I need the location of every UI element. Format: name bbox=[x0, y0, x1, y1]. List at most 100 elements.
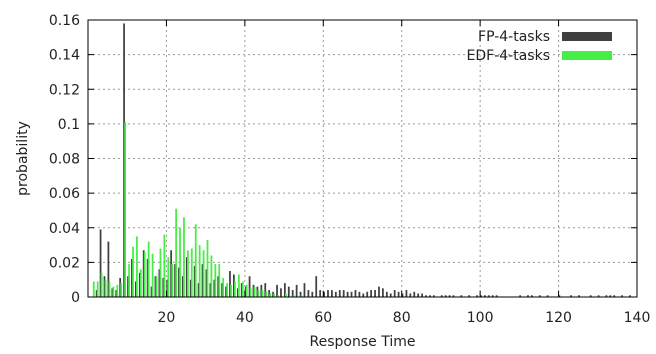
bar-fp bbox=[558, 295, 561, 297]
bar-fp bbox=[280, 288, 282, 297]
bar-fp bbox=[291, 290, 294, 297]
bar-edf bbox=[202, 250, 205, 297]
bar-edf bbox=[183, 217, 185, 297]
bar-fp bbox=[589, 295, 592, 297]
bar-edf bbox=[257, 290, 260, 297]
bar-fp bbox=[425, 295, 427, 297]
bar-fp bbox=[217, 276, 220, 297]
bar-edf bbox=[171, 264, 174, 297]
bar-fp bbox=[433, 295, 435, 297]
bar-fp bbox=[119, 277, 122, 297]
bar-edf bbox=[155, 276, 158, 297]
bar-fp bbox=[205, 269, 208, 297]
bar-fp bbox=[197, 283, 200, 297]
bar-edf bbox=[198, 245, 201, 297]
bar-fp bbox=[189, 279, 192, 297]
bar-edf bbox=[237, 274, 240, 297]
bar-fp bbox=[338, 290, 341, 297]
y-tick-label: 0.16 bbox=[49, 13, 80, 29]
bar-fp bbox=[295, 284, 298, 297]
bar-fp bbox=[123, 23, 125, 298]
bar-fp bbox=[146, 258, 149, 297]
bar-edf bbox=[265, 291, 268, 297]
bar-fp bbox=[162, 277, 165, 297]
legend-swatch-fp bbox=[562, 32, 612, 41]
bar-fp bbox=[268, 290, 271, 297]
bar-fp bbox=[405, 290, 408, 297]
bar-edf bbox=[253, 286, 256, 297]
bar-fp bbox=[138, 272, 141, 297]
bar-edf bbox=[96, 281, 99, 297]
bar-fp bbox=[546, 295, 549, 297]
bar-fp bbox=[354, 290, 357, 297]
bar-fp bbox=[154, 276, 157, 297]
bar-edf bbox=[222, 277, 225, 297]
x-tick-label: 60 bbox=[314, 310, 332, 326]
bar-edf bbox=[273, 293, 276, 297]
bar-edf bbox=[261, 290, 264, 297]
bar-edf bbox=[226, 283, 228, 297]
y-tick-label: 0.14 bbox=[49, 48, 80, 64]
bar-edf bbox=[179, 227, 181, 297]
bar-fp bbox=[182, 276, 184, 297]
bar-fp bbox=[229, 271, 231, 297]
bar-fp bbox=[444, 295, 447, 297]
bar-fp bbox=[248, 276, 251, 297]
bar-fp bbox=[103, 276, 106, 297]
bar-edf bbox=[214, 264, 217, 297]
bar-fp bbox=[358, 291, 361, 297]
axis-ticks bbox=[88, 19, 638, 298]
bar-fp bbox=[307, 290, 310, 297]
bar-fp bbox=[166, 279, 169, 297]
bar-edf bbox=[292, 295, 295, 297]
legend-label-fp: FP-4-tasks bbox=[478, 29, 550, 45]
bar-fp bbox=[240, 283, 243, 297]
bar-fp bbox=[236, 288, 239, 297]
bar-fp bbox=[252, 284, 255, 297]
bar-edf bbox=[187, 250, 189, 297]
bar-edf bbox=[159, 248, 162, 297]
bar-edf bbox=[206, 239, 209, 297]
bar-fp bbox=[142, 250, 145, 297]
bar-fp bbox=[538, 295, 541, 297]
bar-fp bbox=[487, 295, 490, 297]
bar-fp bbox=[107, 241, 110, 297]
bar-fp bbox=[331, 290, 333, 297]
bar-fp bbox=[605, 295, 608, 297]
bar-fp bbox=[334, 291, 337, 297]
bar-edf bbox=[175, 208, 177, 297]
bar-fp bbox=[311, 291, 314, 297]
bar-fp bbox=[323, 291, 325, 297]
bar-fp bbox=[115, 290, 118, 297]
bar-fp bbox=[327, 290, 329, 297]
bar-edf bbox=[116, 284, 119, 297]
x-tick-label: 20 bbox=[158, 310, 176, 326]
bar-fp bbox=[99, 229, 102, 297]
y-tick-label: 0.06 bbox=[49, 186, 80, 202]
bar-fp bbox=[233, 274, 235, 297]
legend-swatch-edf bbox=[562, 51, 612, 60]
bar-edf bbox=[277, 295, 279, 297]
bar-fp bbox=[111, 288, 114, 297]
bar-edf bbox=[112, 286, 115, 297]
bar-edf bbox=[108, 281, 111, 297]
bar-edf bbox=[269, 293, 272, 297]
bar-fp bbox=[150, 286, 153, 297]
bar-fp bbox=[370, 290, 373, 297]
bar-edf bbox=[147, 241, 150, 297]
bars bbox=[92, 23, 631, 298]
bar-fp bbox=[448, 295, 451, 297]
bar-fp bbox=[613, 295, 616, 297]
bar-fp bbox=[527, 295, 529, 297]
bar-fp bbox=[366, 291, 369, 297]
bar-fp bbox=[452, 295, 455, 297]
x-axis-title: Response Time bbox=[310, 334, 416, 350]
bar-fp bbox=[483, 295, 486, 297]
bar-edf bbox=[249, 288, 252, 297]
bar-fp bbox=[158, 269, 161, 297]
bar-edf bbox=[230, 284, 232, 297]
bar-edf bbox=[92, 281, 95, 297]
y-tick-label: 0.08 bbox=[49, 152, 80, 168]
bar-fp bbox=[127, 276, 129, 297]
bar-fp bbox=[385, 291, 388, 297]
